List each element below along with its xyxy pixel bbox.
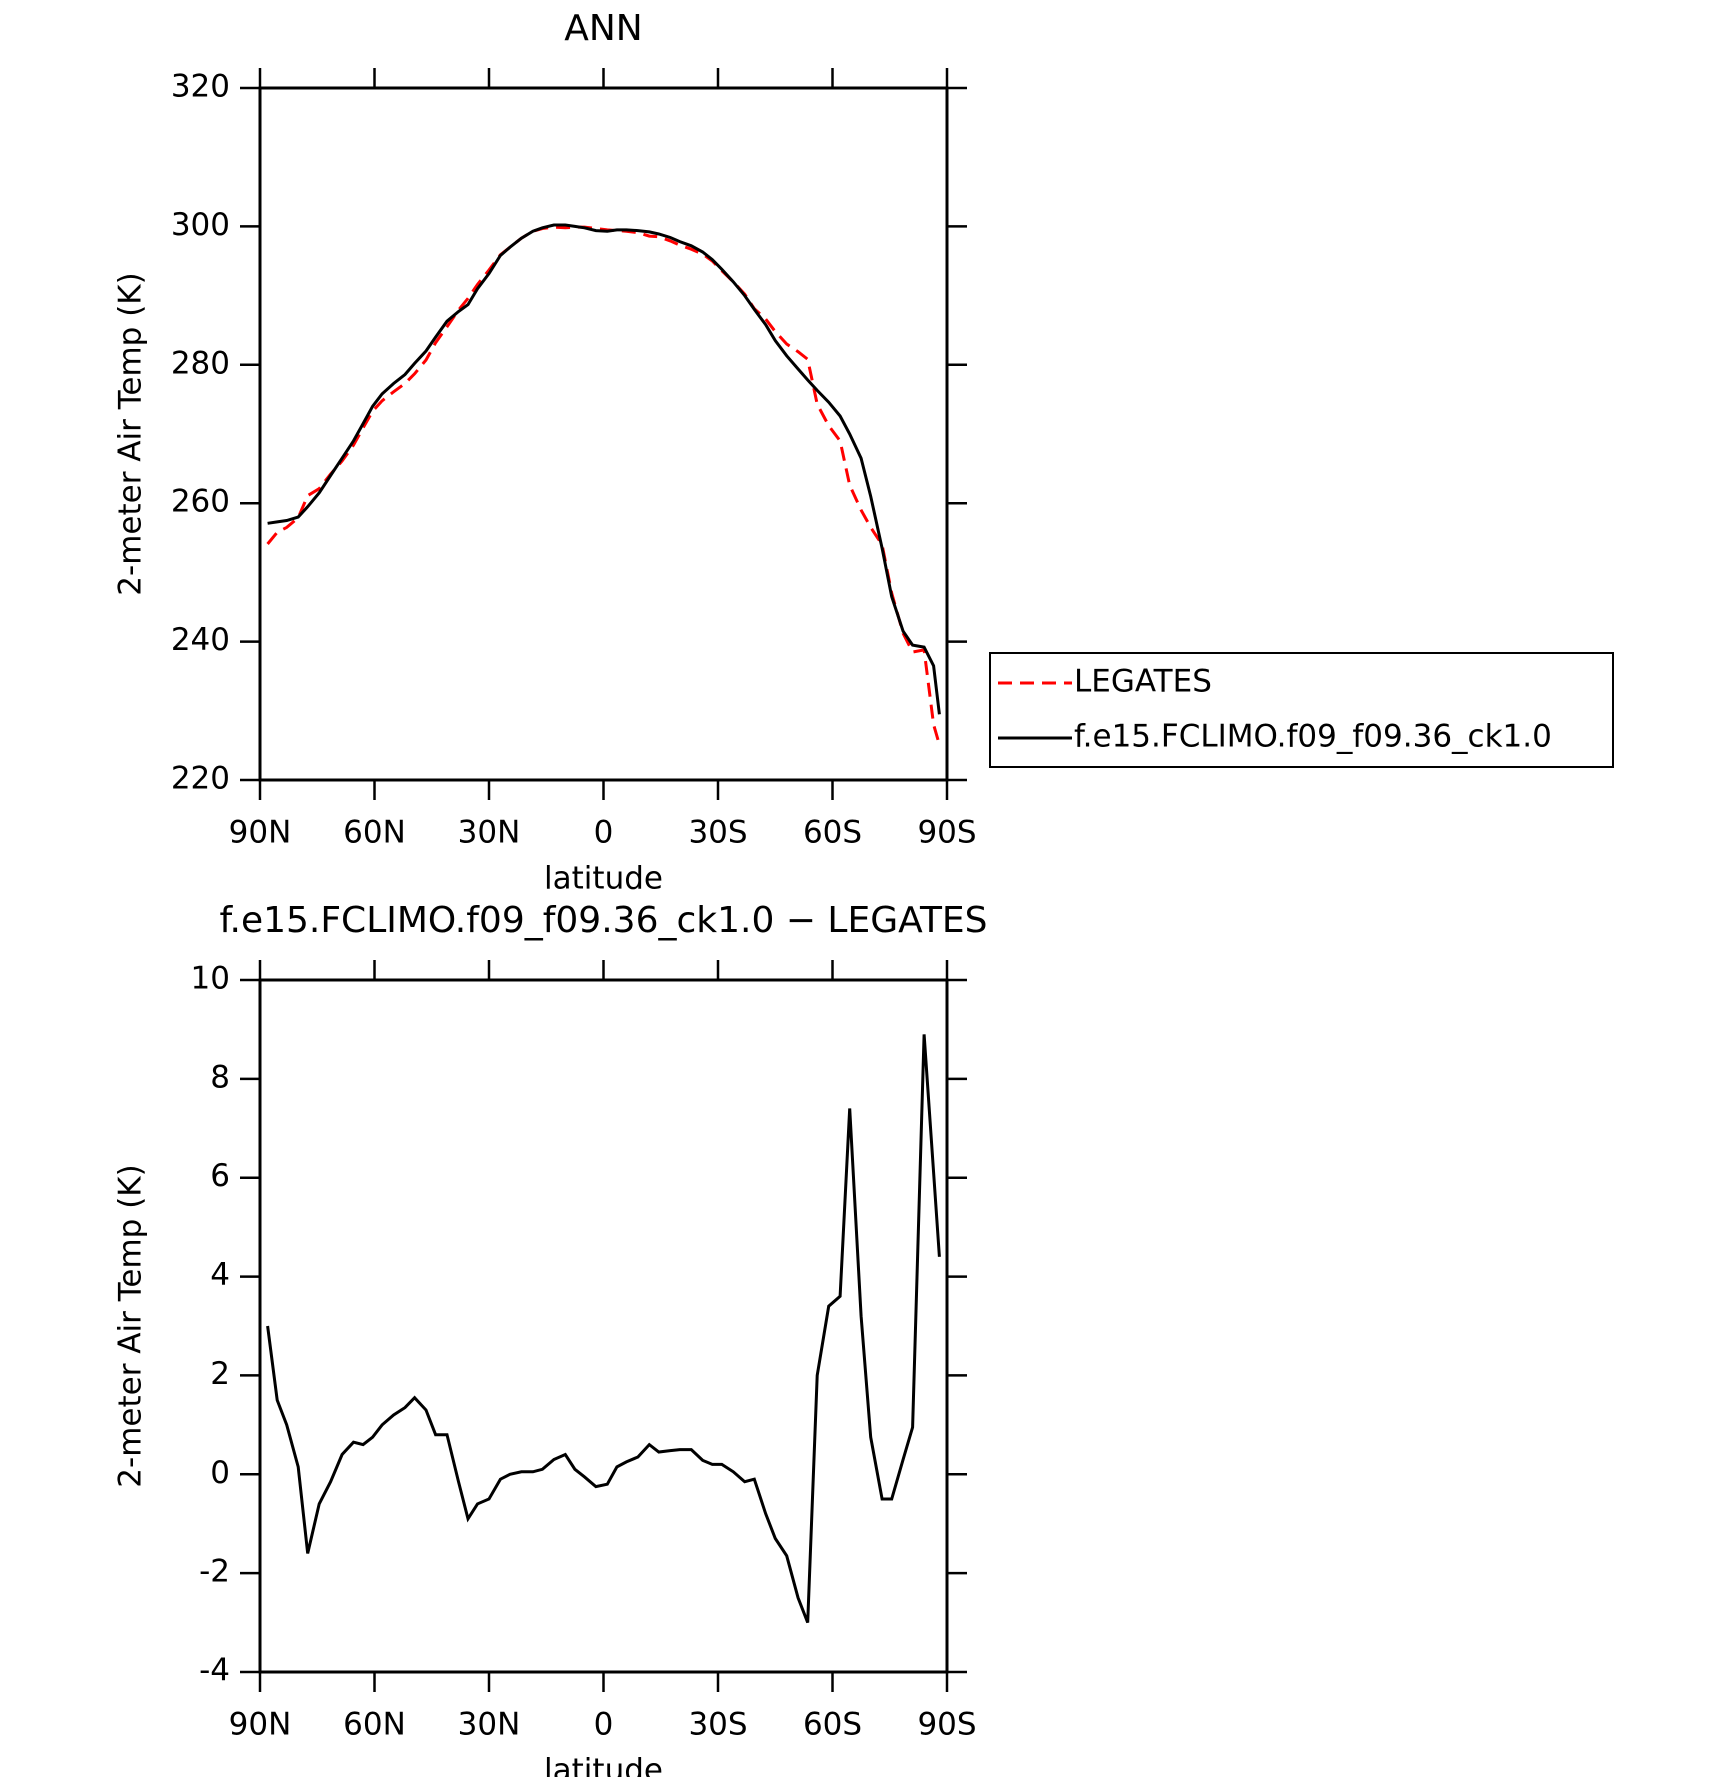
- x-axis-label: latitude: [544, 1753, 663, 1777]
- x-axis-label: latitude: [544, 861, 663, 897]
- x-tick-label: 60S: [803, 815, 862, 851]
- legend-label: f.e15.FCLIMO.f09_f09.36_ck1.0: [1074, 719, 1552, 755]
- y-tick-label: 300: [171, 207, 230, 243]
- x-tick-label: 60N: [343, 815, 406, 851]
- y-axis-label: 2-meter Air Temp (K): [113, 272, 149, 595]
- x-tick-label: 30N: [458, 815, 521, 851]
- x-tick-label: 30N: [458, 1707, 521, 1743]
- x-tick-label: 90S: [917, 815, 976, 851]
- plot-frame: [258, 86, 949, 782]
- legend-box: [989, 652, 1614, 768]
- y-tick-label: 6: [210, 1158, 230, 1194]
- y-tick-label: 240: [171, 622, 230, 658]
- chart-title: f.e15.FCLIMO.f09_f09.36_ck1.0 − LEGATES: [219, 900, 987, 941]
- y-tick-label: 260: [171, 484, 230, 520]
- y-tick-label: 10: [191, 961, 230, 997]
- chart-title: ANN: [564, 8, 643, 49]
- plot-frame: [258, 978, 949, 1674]
- y-tick-label: 320: [171, 69, 230, 105]
- x-tick-label: 60N: [343, 1707, 406, 1743]
- x-tick-label: 30S: [688, 815, 747, 851]
- y-tick-label: 0: [210, 1455, 230, 1491]
- y-tick-label: -4: [199, 1653, 230, 1689]
- x-tick-label: 90N: [229, 1707, 292, 1743]
- y-tick-label: 2: [210, 1356, 230, 1392]
- legend-label: LEGATES: [1074, 664, 1212, 700]
- data-line: [266, 1034, 941, 1624]
- x-tick-label: 90N: [229, 815, 292, 851]
- x-tick-label: 0: [594, 1707, 614, 1743]
- x-tick-label: 60S: [803, 1707, 862, 1743]
- y-tick-label: 220: [171, 761, 230, 797]
- y-tick-label: 8: [210, 1059, 230, 1095]
- x-tick-label: 30S: [688, 1707, 747, 1743]
- data-line: [266, 225, 941, 746]
- y-tick-label: -2: [199, 1554, 230, 1590]
- data-line: [267, 223, 941, 715]
- y-tick-label: 280: [171, 345, 230, 381]
- x-tick-label: 90S: [917, 1707, 976, 1743]
- y-axis-label: 2-meter Air Temp (K): [113, 1164, 149, 1487]
- y-tick-label: 4: [210, 1257, 230, 1293]
- x-tick-label: 0: [594, 815, 614, 851]
